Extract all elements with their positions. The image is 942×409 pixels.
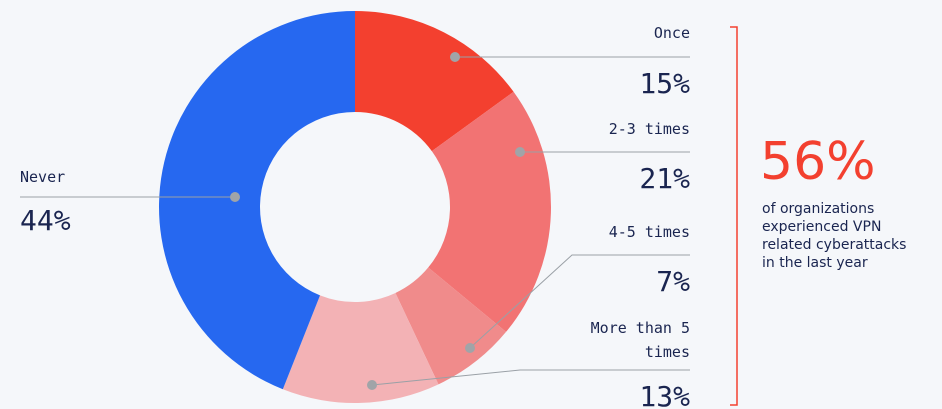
category-label: 4-5 times [608,223,690,241]
value-label: 21% [639,162,690,195]
leader-dot [450,52,460,62]
category-label: 2-3 times [608,120,690,138]
value-label: 15% [639,67,690,100]
slice [395,267,507,385]
category-label: Once [653,24,690,42]
leader-dot [230,192,240,202]
category-label: Never [20,168,66,186]
leader-dot [515,147,525,157]
annotation-value: 56% [760,132,876,192]
leader-line [371,369,690,386]
bracket [730,26,738,406]
value-label: 13% [639,380,690,409]
category-label: More than 5 times [590,319,690,361]
slice [355,11,514,152]
leader-dot [367,380,377,390]
annotation-text: of organizations experienced VPN related… [762,201,907,271]
slice [282,292,439,403]
value-label: 44% [20,204,71,237]
leader-dot [465,343,475,353]
leader-line [469,254,690,349]
value-label: 7% [656,265,690,298]
slice [158,11,355,390]
